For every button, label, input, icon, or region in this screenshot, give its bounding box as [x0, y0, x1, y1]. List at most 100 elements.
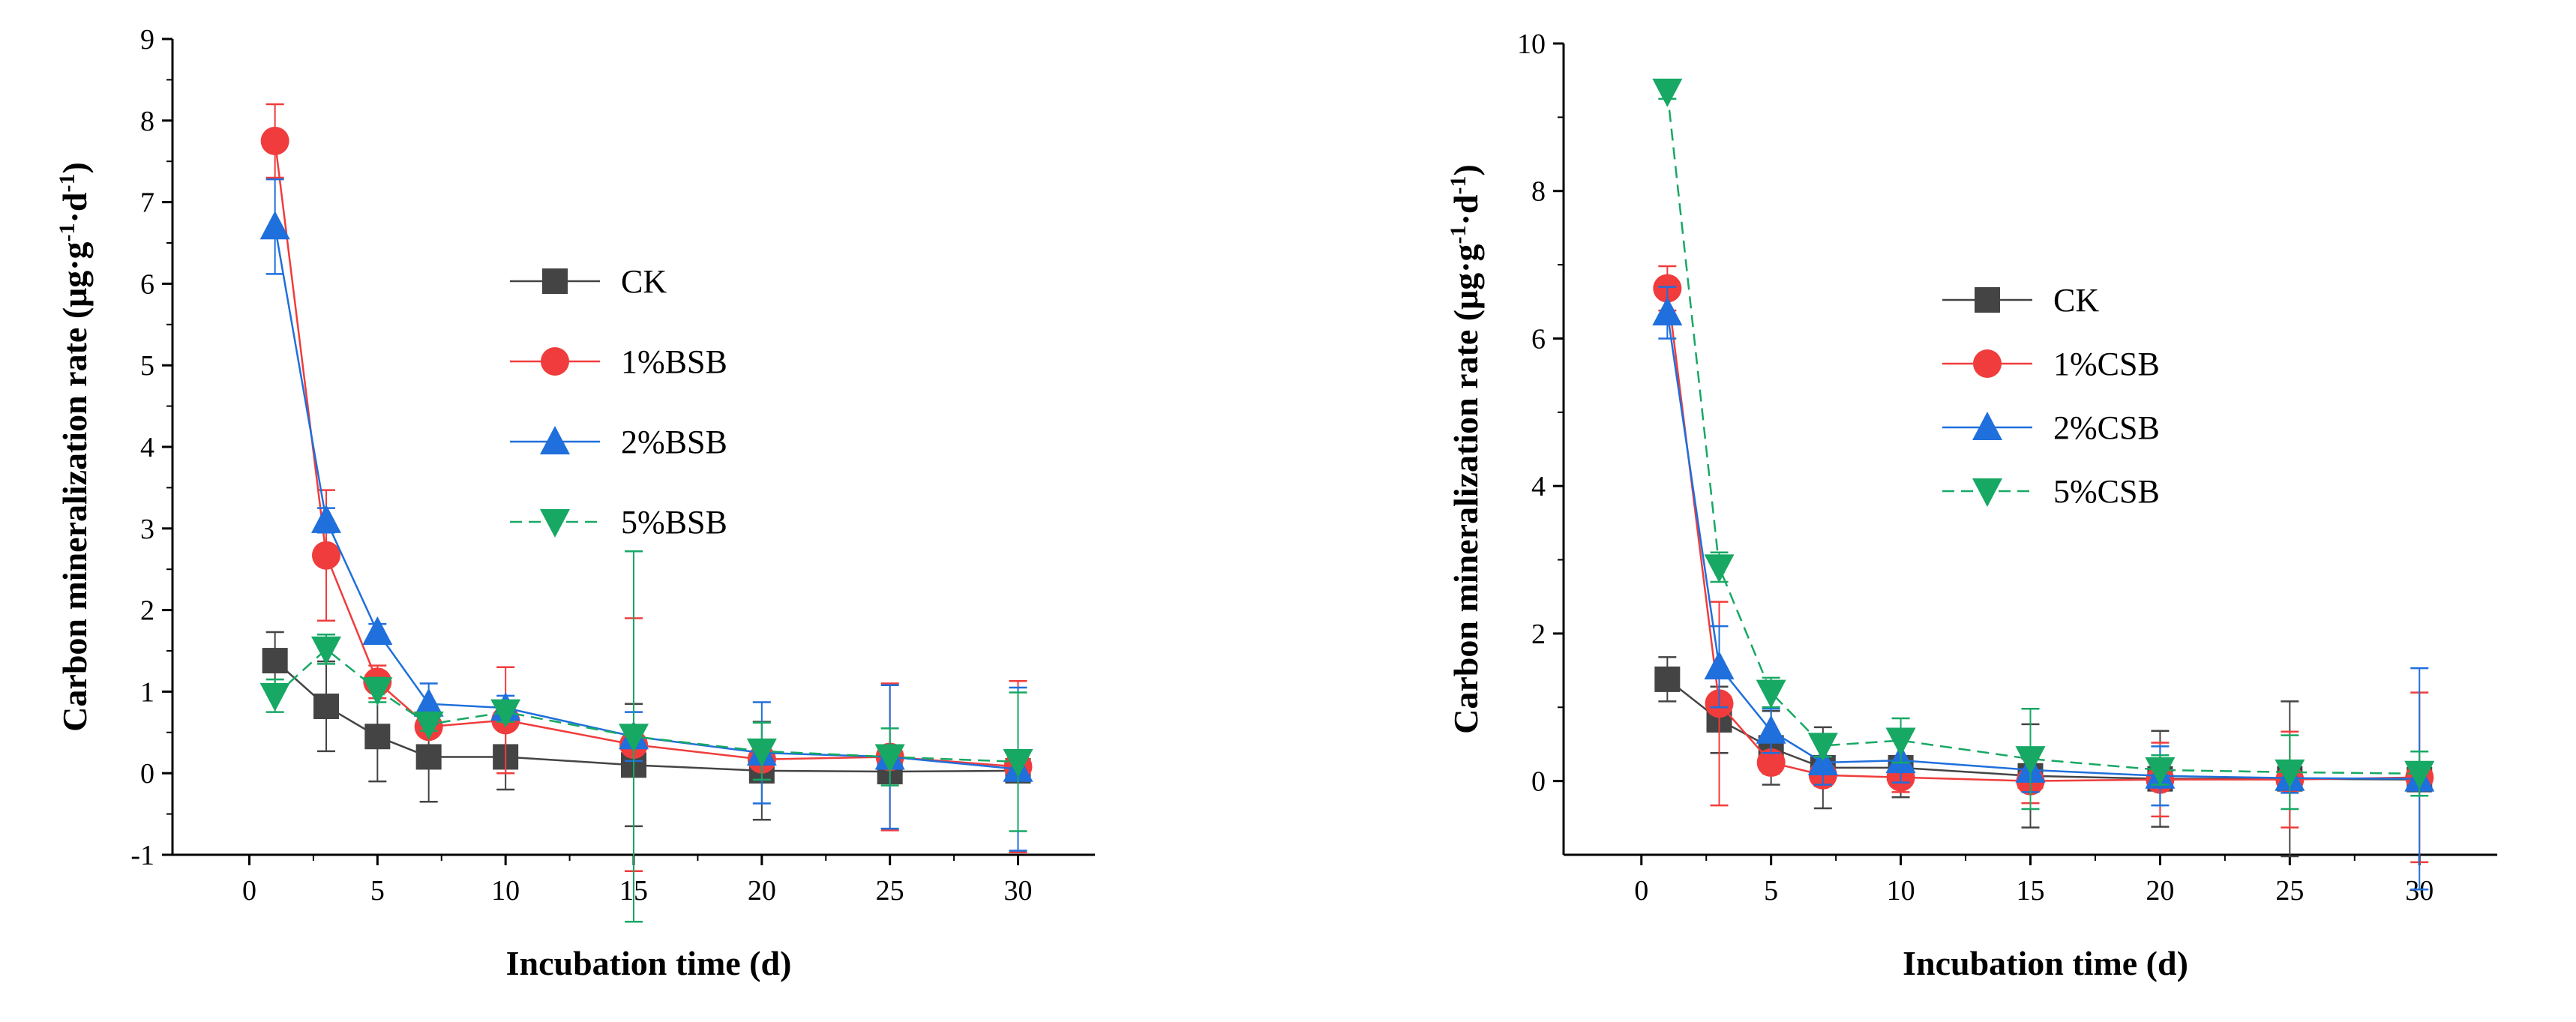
y-tick-label: 4 — [140, 432, 154, 463]
data-point — [2145, 757, 2176, 786]
data-point — [1704, 651, 1735, 680]
data-point — [362, 616, 393, 645]
legend-marker — [541, 347, 569, 376]
legend-marker — [540, 426, 570, 454]
x-tick-label: 20 — [2146, 875, 2174, 907]
y-axis-title-part: ·d — [55, 192, 94, 223]
data-point — [262, 648, 288, 674]
data-point — [312, 541, 340, 570]
data-point — [2015, 746, 2046, 775]
x-tick-label: 25 — [2275, 875, 2304, 907]
series-ck — [262, 631, 1031, 828]
series-1pctbsb — [260, 103, 1033, 873]
data-point — [260, 127, 289, 155]
data-point — [311, 636, 341, 665]
y-tick-label: 8 — [1531, 176, 1546, 208]
data-point — [259, 682, 290, 712]
legend-marker — [1973, 349, 2002, 378]
y-axis-title-part: ) — [55, 162, 94, 173]
data-point — [2404, 760, 2435, 790]
x-axis-title: Incubation time (d) — [1903, 944, 2188, 982]
data-point — [619, 724, 649, 753]
y-axis-title-part: ) — [1447, 164, 1485, 175]
legend: CK 1%BSB 2%BSB 5%BSB — [510, 263, 727, 541]
y-tick-label: 9 — [140, 24, 154, 55]
y-tick-label: 4 — [1531, 471, 1546, 502]
legend-marker — [1972, 412, 2002, 440]
legend-marker — [1975, 287, 2000, 313]
data-point — [415, 744, 442, 770]
legend-label: 2%BSB — [621, 424, 727, 460]
y-tick-label: -1 — [130, 840, 154, 871]
y-axis-title: Carbon mineralization rate (μg·g-1·d-1) — [55, 162, 94, 732]
y-axis-title-part: ·d — [1447, 194, 1485, 225]
data-point — [1756, 715, 1786, 744]
legend-label: 1%CSB — [2053, 346, 2160, 382]
data-point — [413, 688, 444, 717]
legend-label: 5%BSB — [621, 504, 727, 541]
legend-label: 5%CSB — [2053, 473, 2160, 510]
series-5pctcsb — [1652, 78, 2435, 811]
legend-marker — [540, 509, 570, 538]
y-tick-label: 6 — [1531, 323, 1546, 355]
y-axis-title-sup: -1 — [55, 223, 79, 241]
x-tick-label: 5 — [370, 875, 385, 907]
x-tick-label: 0 — [242, 875, 256, 907]
y-tick-label: 8 — [140, 106, 154, 137]
data-point — [1807, 733, 1838, 762]
legend: CK 1%CSB 2%CSB 5%CSB — [1942, 282, 2160, 510]
legend-label: 2%CSB — [2053, 409, 2160, 446]
data-point — [746, 738, 777, 767]
series-2pctcsb — [1652, 286, 2435, 891]
y-tick-label: 5 — [140, 350, 154, 382]
x-tick-label: 30 — [1004, 875, 1033, 907]
y-tick-label: 10 — [1517, 28, 1546, 60]
series-line — [1666, 288, 2420, 782]
data-point — [1756, 748, 1786, 778]
data-point — [1003, 748, 1033, 778]
y-tick-label: 1 — [140, 676, 154, 708]
x-tick-label: 10 — [1887, 875, 1915, 907]
x-axis-title: Incubation time (d) — [506, 944, 792, 982]
y-tick-label: 7 — [140, 187, 154, 219]
y-tick-label: 2 — [140, 595, 154, 627]
y-tick-label: 3 — [140, 514, 154, 545]
y-axis-title-part: Carbon mineralization rate (μg·g — [55, 241, 94, 731]
y-tick-label: 2 — [1531, 619, 1546, 650]
data-point — [1756, 679, 1786, 709]
legend-label: CK — [2053, 282, 2099, 319]
data-point — [2275, 759, 2305, 788]
data-point — [874, 744, 905, 773]
y-axis-title: Carbon mineralization rate (μg·g-1·d-1) — [1446, 164, 1486, 734]
legend-marker — [542, 268, 568, 294]
data-point — [311, 504, 341, 533]
x-tick-label: 10 — [491, 875, 520, 907]
data-point — [1704, 554, 1735, 583]
series-5pctbsb — [259, 550, 1033, 923]
data-point — [413, 711, 444, 740]
y-axis-title-sup: -1 — [1446, 225, 1471, 244]
y-axis-title-sup: -1 — [55, 174, 79, 193]
legend-label: CK — [621, 263, 667, 300]
x-tick-label: 0 — [1634, 875, 1648, 907]
data-point — [362, 677, 393, 706]
data-point — [259, 211, 290, 240]
y-tick-label: 0 — [1531, 766, 1546, 798]
y-tick-label: 6 — [140, 268, 154, 300]
legend-label: 1%BSB — [621, 343, 727, 380]
x-tick-label: 5 — [1764, 875, 1778, 907]
data-point — [1652, 297, 1683, 326]
data-point — [490, 699, 521, 728]
y-axis-title-part: Carbon mineralization rate (μg·g — [1447, 244, 1485, 733]
data-point — [1654, 666, 1681, 692]
data-point — [313, 693, 339, 719]
x-tick-label: 20 — [748, 875, 776, 907]
data-point — [1652, 78, 1683, 107]
y-axis-title-sup: -1 — [1446, 176, 1471, 195]
y-tick-label: 0 — [140, 758, 154, 790]
data-point — [1885, 727, 1916, 757]
series-line — [1666, 312, 2420, 780]
